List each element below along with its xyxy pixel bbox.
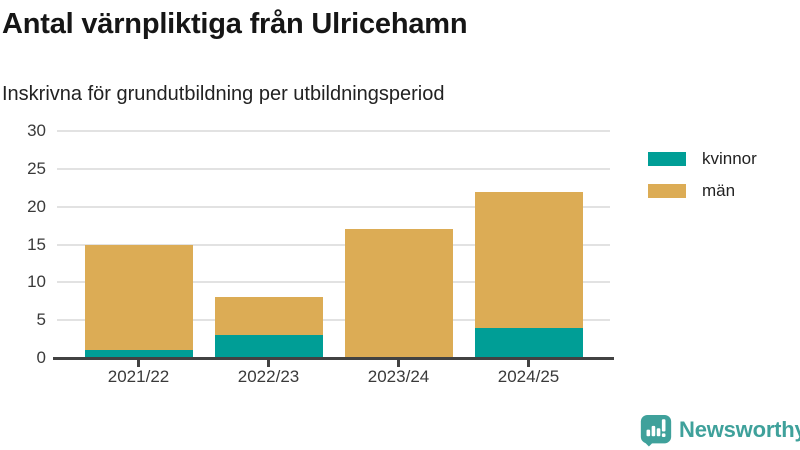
bar-segment-kvinnor-2021/22[interactable] [84,350,193,358]
legend-swatch-kvinnor [648,152,686,166]
newsworthy-logo[interactable]: Newsworthy [639,414,800,450]
y-tick-label-10: 10 [27,272,46,292]
x-tick-2022/23 [267,360,270,367]
gridline-5 [57,319,610,322]
bar-segment-män-2021/22[interactable] [84,244,193,351]
y-tick-label-20: 20 [27,196,46,216]
newsworthy-logo-text: Newsworthy [679,417,800,442]
x-axis-line [53,357,614,360]
x-tick-label-2023/24: 2023/24 [367,367,430,386]
x-tick-label-2022/23: 2022/23 [237,367,300,386]
bar-segment-män-2023/24[interactable] [344,229,453,358]
legend-label-kvinnor: kvinnor [702,149,757,168]
bar-segment-kvinnor-2022/23[interactable] [214,335,323,358]
x-tick-label-2024/25: 2024/25 [497,367,560,386]
legend-item-män[interactable]: män [648,181,757,201]
x-tick-2023/24 [397,360,400,367]
legend: kvinnor män [648,149,757,201]
plot-area [57,130,610,358]
y-tick-label-5: 5 [36,310,46,330]
y-tick-label-15: 15 [27,234,46,254]
bar-segment-kvinnor-2024/25[interactable] [474,327,583,358]
newsworthy-bubble-barchart-icon [639,414,673,450]
x-tick-2024/25 [527,360,530,367]
y-tick-label-30: 30 [27,121,46,140]
gridline-20 [57,205,610,208]
x-tick-2021/22 [137,360,140,367]
legend-swatch-män [648,184,686,198]
chart-subtitle: Inskrivna för grundutbildning per utbild… [2,83,445,105]
gridline-10 [57,281,610,284]
gridline-25 [57,167,610,170]
chart-title: Antal värnpliktiga från Ulricehamn [2,8,468,40]
y-tick-label-0: 0 [36,348,46,367]
gridline-15 [57,243,610,246]
gridline-30 [57,130,610,132]
legend-item-kvinnor[interactable]: kvinnor [648,149,757,169]
legend-label-män: män [702,181,736,200]
bar-segment-män-2024/25[interactable] [474,191,583,328]
bar-segment-män-2022/23[interactable] [214,297,323,336]
y-tick-label-25: 25 [27,158,46,178]
x-tick-label-2021/22: 2021/22 [107,367,170,386]
